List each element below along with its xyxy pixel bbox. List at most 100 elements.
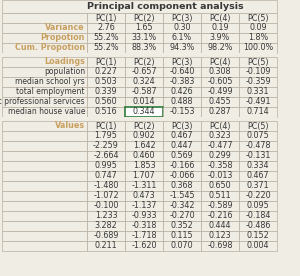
Bar xyxy=(201,201,239,211)
Text: median school yrs: median school yrs xyxy=(15,78,85,86)
Bar xyxy=(201,107,239,117)
Text: 0.19: 0.19 xyxy=(211,23,229,33)
Bar xyxy=(239,171,277,181)
Bar xyxy=(201,57,239,67)
Bar xyxy=(201,77,239,87)
Bar xyxy=(163,97,201,107)
Bar xyxy=(87,107,125,117)
Text: -0.166: -0.166 xyxy=(169,161,195,171)
Bar xyxy=(125,57,163,67)
Bar xyxy=(87,191,125,201)
Bar xyxy=(163,67,201,77)
Bar xyxy=(239,191,277,201)
Text: -0.477: -0.477 xyxy=(207,142,233,150)
Bar xyxy=(87,171,125,181)
Bar xyxy=(87,151,125,161)
Text: 0.323: 0.323 xyxy=(209,131,231,140)
Text: -0.131: -0.131 xyxy=(245,152,271,161)
Bar xyxy=(163,107,201,117)
Text: 0.488: 0.488 xyxy=(171,97,193,107)
Bar xyxy=(2,141,87,151)
Bar xyxy=(2,181,87,191)
Text: 0.447: 0.447 xyxy=(171,142,193,150)
Bar xyxy=(163,141,201,151)
Bar xyxy=(87,211,125,221)
Bar xyxy=(2,121,87,131)
Text: -1.311: -1.311 xyxy=(131,182,157,190)
Bar xyxy=(201,231,239,241)
Bar xyxy=(239,23,277,33)
Text: 33.1%: 33.1% xyxy=(131,33,157,43)
Bar xyxy=(125,241,163,251)
Text: -0.184: -0.184 xyxy=(245,211,271,221)
Text: PC(1): PC(1) xyxy=(95,57,117,67)
Bar xyxy=(125,231,163,241)
Text: Values: Values xyxy=(55,121,85,131)
Bar xyxy=(201,171,239,181)
Text: 1.707: 1.707 xyxy=(133,171,155,181)
Bar xyxy=(239,67,277,77)
Bar xyxy=(125,43,163,53)
Bar xyxy=(201,191,239,201)
Bar xyxy=(2,23,87,33)
Bar xyxy=(239,77,277,87)
Bar xyxy=(163,23,201,33)
Text: 88.3%: 88.3% xyxy=(131,44,157,52)
Bar xyxy=(2,13,87,23)
Text: 0.344: 0.344 xyxy=(133,107,155,116)
Text: 1.642: 1.642 xyxy=(133,142,155,150)
Text: 0.014: 0.014 xyxy=(133,97,155,107)
Bar xyxy=(163,43,201,53)
Bar xyxy=(163,77,201,87)
Bar xyxy=(201,151,239,161)
Text: PC(5): PC(5) xyxy=(247,14,269,23)
Bar xyxy=(87,67,125,77)
Text: 0.339: 0.339 xyxy=(95,87,117,97)
Bar xyxy=(87,231,125,241)
Bar xyxy=(201,121,239,131)
Text: -1.480: -1.480 xyxy=(93,182,119,190)
Text: misc professional services: misc professional services xyxy=(0,97,85,107)
Bar xyxy=(2,231,87,241)
Bar xyxy=(201,23,239,33)
Bar xyxy=(2,117,277,121)
Text: 0.299: 0.299 xyxy=(208,152,231,161)
Text: 0.324: 0.324 xyxy=(133,78,155,86)
Bar xyxy=(2,201,87,211)
Bar xyxy=(163,57,201,67)
Text: 0.070: 0.070 xyxy=(171,242,193,251)
Text: 0.503: 0.503 xyxy=(95,78,117,86)
Text: -0.486: -0.486 xyxy=(245,222,271,230)
Bar xyxy=(239,241,277,251)
Text: 0.455: 0.455 xyxy=(208,97,231,107)
Bar xyxy=(2,67,87,77)
Bar xyxy=(2,77,87,87)
Text: 0.747: 0.747 xyxy=(94,171,117,181)
Bar xyxy=(239,121,277,131)
Text: -0.499: -0.499 xyxy=(207,87,233,97)
Text: 3.282: 3.282 xyxy=(94,222,117,230)
Text: PC(2): PC(2) xyxy=(133,14,155,23)
Bar xyxy=(239,231,277,241)
Text: Loadings: Loadings xyxy=(44,57,85,67)
Text: 94.3%: 94.3% xyxy=(169,44,195,52)
Bar xyxy=(2,107,87,117)
Bar xyxy=(239,151,277,161)
Text: 0.473: 0.473 xyxy=(133,192,155,200)
Bar xyxy=(87,201,125,211)
Bar xyxy=(2,241,87,251)
Bar xyxy=(125,221,163,231)
Bar xyxy=(2,211,87,221)
Bar xyxy=(125,67,163,77)
Bar xyxy=(201,33,239,43)
Text: 0.334: 0.334 xyxy=(247,161,269,171)
Bar xyxy=(201,13,239,23)
Bar xyxy=(2,43,87,53)
Text: -0.013: -0.013 xyxy=(207,171,233,181)
Bar xyxy=(201,211,239,221)
Bar xyxy=(201,181,239,191)
Text: -0.216: -0.216 xyxy=(207,211,233,221)
Text: 55.2%: 55.2% xyxy=(93,44,119,52)
Bar xyxy=(201,241,239,251)
Bar xyxy=(163,201,201,211)
